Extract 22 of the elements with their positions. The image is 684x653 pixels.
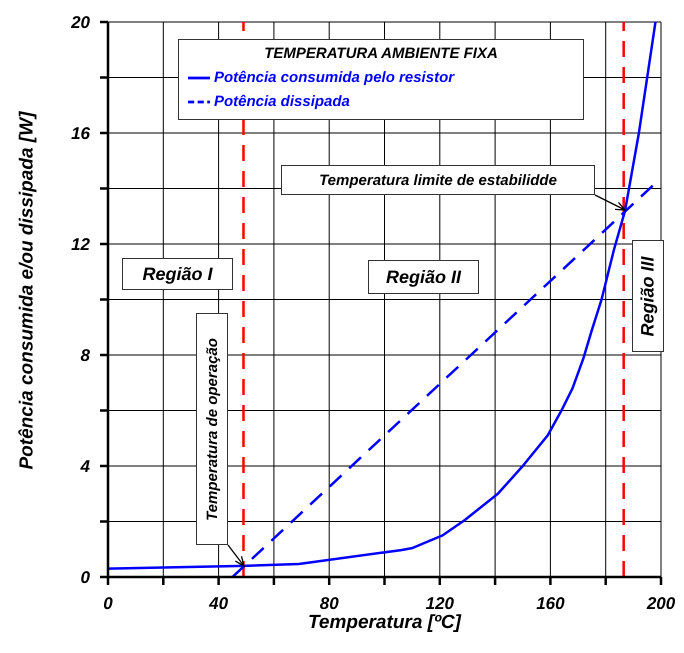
annotation: Região III (638, 256, 658, 336)
x-axis-title: Temperatura [ºC] (308, 612, 462, 633)
legend-label: Potência consumida pelo resistor (214, 68, 454, 86)
x-tick-label: 0 (103, 594, 114, 613)
x-tick-label: 200 (646, 594, 676, 613)
annotation: Região I (142, 264, 212, 284)
x-tick-label: 120 (426, 594, 455, 613)
legend-title: TEMPERATURA AMBIENTE FIXA (263, 45, 499, 62)
annotation: Região II (386, 266, 461, 288)
legend-label: Potência dissipada (214, 92, 350, 110)
annotation: Temperatura limite de estabilidde (319, 172, 557, 188)
y-tick-label: 12 (71, 235, 91, 254)
x-tick-label: 80 (320, 594, 340, 613)
y-tick-label: 20 (70, 13, 91, 32)
y-tick-label: 0 (80, 568, 91, 587)
y-axis-title: Potência consumida e/ou dissipada [W] (16, 110, 38, 470)
y-tick-label: 8 (80, 346, 91, 365)
annotation: Temperatura de operação (204, 338, 220, 520)
x-tick-label: 40 (208, 594, 229, 613)
y-tick-label: 4 (80, 457, 91, 476)
y-tick-label: 16 (71, 124, 91, 143)
x-tick-label: 160 (536, 594, 566, 613)
